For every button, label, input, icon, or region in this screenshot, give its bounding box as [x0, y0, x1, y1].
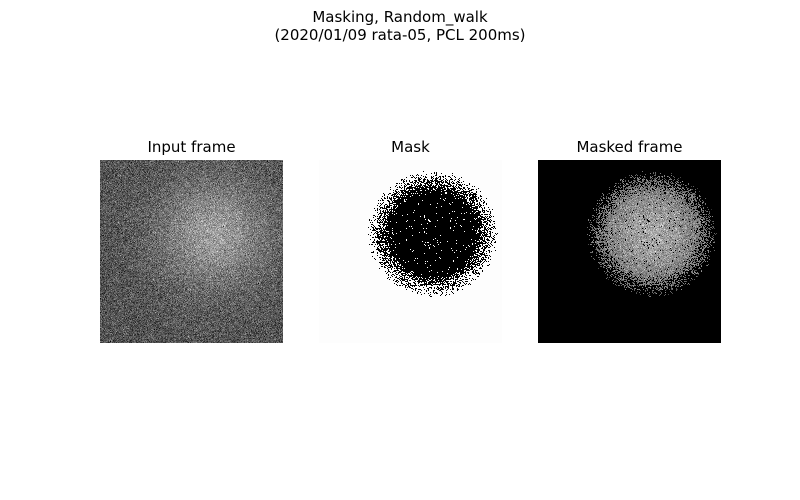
mask-image: [319, 160, 502, 343]
figure-subtitle: (2020/01/09 rata-05, PCL 200ms): [274, 26, 526, 44]
input-frame-title: Input frame: [147, 138, 236, 156]
masked-frame-image: [538, 160, 721, 343]
mask-title: Mask: [391, 138, 430, 156]
figure-title: Masking, Random_walk: [312, 8, 488, 26]
masked-frame-canvas: [538, 160, 721, 343]
masked-frame-title: Masked frame: [576, 138, 683, 156]
input-frame-canvas: [100, 160, 283, 343]
mask-canvas: [319, 160, 502, 343]
input-frame-image: [100, 160, 283, 343]
